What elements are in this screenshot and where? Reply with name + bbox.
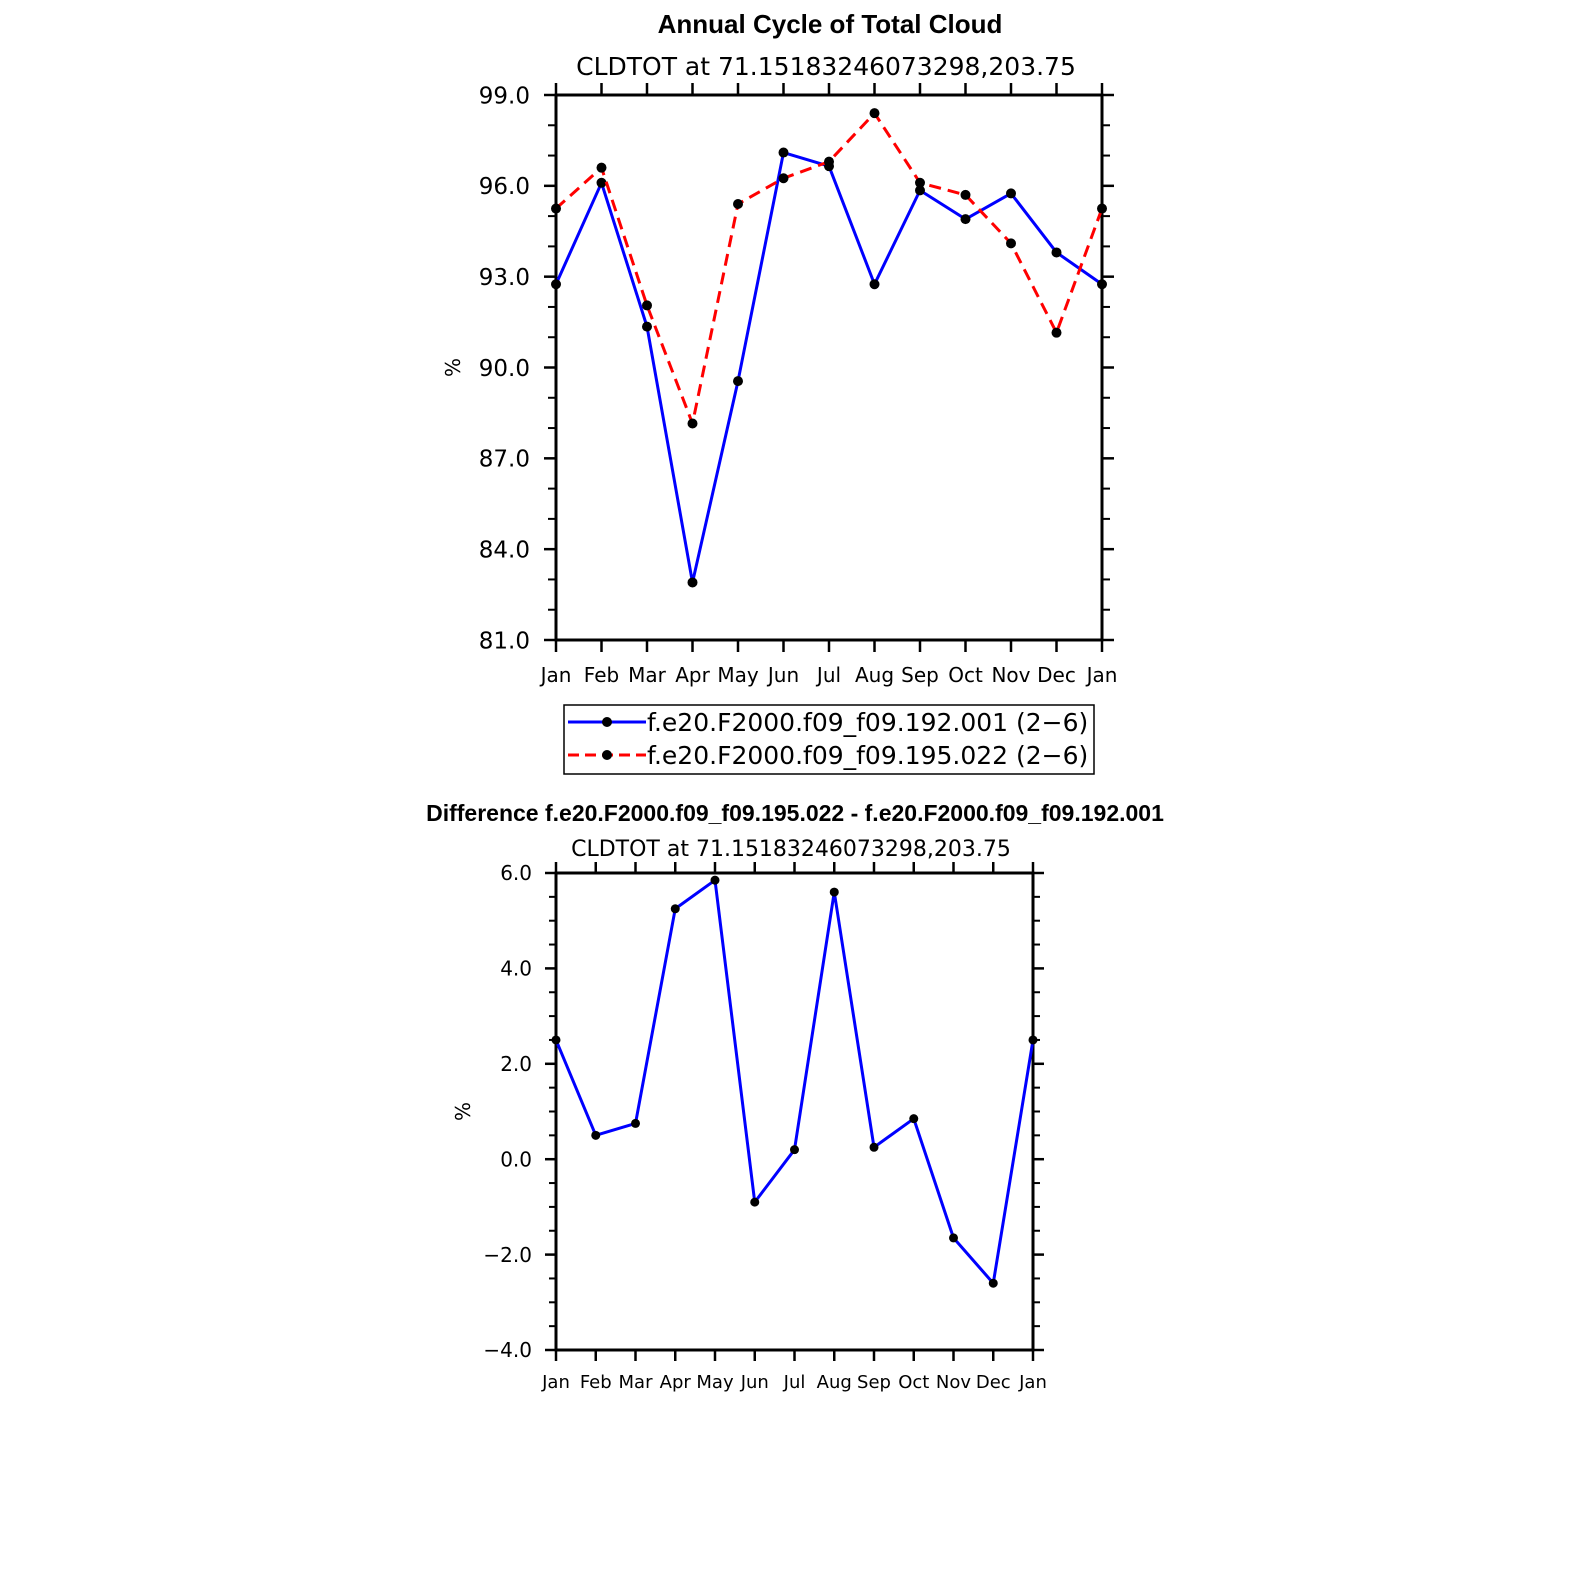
data-point bbox=[790, 1145, 799, 1155]
data-point bbox=[1097, 203, 1107, 214]
y-tick-label: 2.0 bbox=[500, 1052, 532, 1076]
data-point bbox=[687, 418, 698, 429]
data-point bbox=[670, 904, 680, 914]
x-tick-label: Nov bbox=[936, 1372, 971, 1393]
legend-marker-2 bbox=[602, 750, 612, 760]
y-tick-label: 90.0 bbox=[479, 356, 530, 382]
x-tick-label: Aug bbox=[855, 663, 894, 687]
chart1-plot: Jan Feb Mar Apr May Jun Jul Aug Sep Oct Nov Dec Jan 8… bbox=[441, 83, 1117, 687]
y-tick-label: 87.0 bbox=[479, 447, 530, 473]
x-tick-label: Jun bbox=[740, 1372, 769, 1393]
data-point bbox=[869, 108, 880, 119]
x-tick-label: Jan bbox=[1085, 663, 1118, 687]
x-tick-label: May bbox=[717, 663, 759, 687]
data-point bbox=[778, 147, 789, 158]
x-tick-label: Dec bbox=[976, 1372, 1011, 1393]
data-point bbox=[915, 185, 925, 196]
data-point bbox=[710, 875, 720, 885]
data-point bbox=[829, 887, 839, 897]
data-point bbox=[988, 1278, 998, 1288]
x-tick-label: Sep bbox=[857, 1372, 891, 1393]
y-tick-label: 84.0 bbox=[479, 537, 530, 563]
legend-marker-1 bbox=[602, 717, 612, 727]
data-point bbox=[1051, 327, 1062, 338]
legend-label-2: f.e20.F2000.f09_f09.195.022 (2−6) bbox=[647, 741, 1088, 770]
data-point bbox=[869, 1142, 879, 1152]
data-point bbox=[1006, 238, 1016, 249]
x-tick-label: Feb bbox=[580, 1372, 612, 1393]
data-point bbox=[915, 177, 925, 188]
plot-frame bbox=[554, 871, 1035, 1352]
x-tick-label: Jul bbox=[815, 663, 841, 687]
x-tick-label: Feb bbox=[584, 663, 619, 687]
x-tick-label: Nov bbox=[991, 663, 1030, 687]
y-tick-label: 6.0 bbox=[500, 861, 532, 885]
chart2-subtitle: CLDTOT at 71.15183246073298,203.75 bbox=[571, 837, 1011, 862]
chart1-subtitle: CLDTOT at 71.15183246073298,203.75 bbox=[576, 52, 1076, 81]
y-tick-label: −2.0 bbox=[483, 1243, 532, 1267]
data-point bbox=[631, 1118, 640, 1128]
x-tick-label: Dec bbox=[1037, 663, 1076, 687]
x-tick-label: May bbox=[696, 1372, 734, 1393]
chart2-title: Difference f.e20.F2000.f09_f09.195.022 -… bbox=[426, 800, 1164, 826]
data-point bbox=[642, 321, 652, 332]
x-tick-label: Mar bbox=[628, 663, 667, 687]
legend-box bbox=[563, 704, 1095, 775]
legend-label-1: f.e20.F2000.f09_f09.192.001 (2−6) bbox=[647, 708, 1088, 737]
series-line-1 bbox=[554, 878, 1035, 1285]
data-point bbox=[551, 1035, 561, 1045]
data-point bbox=[869, 279, 880, 290]
data-point bbox=[687, 577, 698, 588]
data-point bbox=[960, 189, 971, 200]
data-point bbox=[909, 1114, 919, 1124]
data-point bbox=[551, 203, 561, 214]
data-point bbox=[960, 214, 971, 225]
x-tick-label: Jan bbox=[1018, 1372, 1047, 1393]
y-axis-label: % bbox=[451, 1102, 475, 1121]
x-tick-label: Apr bbox=[660, 1372, 692, 1393]
y-tick-label: 0.0 bbox=[500, 1147, 532, 1171]
plot-frame bbox=[554, 93, 1104, 642]
x-tick-label: Jan bbox=[539, 663, 572, 687]
data-point bbox=[733, 376, 743, 387]
data-point bbox=[1051, 247, 1062, 258]
data-point bbox=[596, 177, 607, 188]
x-tick-label: Oct bbox=[898, 1372, 929, 1393]
x-tick-label: Mar bbox=[619, 1372, 654, 1393]
data-point bbox=[949, 1233, 958, 1243]
x-tick-label: Apr bbox=[675, 663, 710, 687]
data-point bbox=[1028, 1035, 1038, 1045]
series-line-1 bbox=[554, 151, 1103, 584]
y-axis-label: % bbox=[441, 358, 465, 377]
chart1-title: Annual Cycle of Total Cloud bbox=[658, 9, 1003, 39]
y-tick-label: 96.0 bbox=[479, 174, 530, 200]
x-tick-label: Jan bbox=[541, 1372, 570, 1393]
y-tick-label: 93.0 bbox=[479, 265, 530, 291]
data-point bbox=[1097, 279, 1107, 290]
data-point bbox=[824, 156, 834, 167]
x-tick-label: Aug bbox=[817, 1372, 852, 1393]
data-point bbox=[733, 199, 743, 209]
y-tick-label: 4.0 bbox=[500, 957, 532, 981]
x-tick-label: Oct bbox=[948, 663, 983, 687]
y-tick-label: −4.0 bbox=[483, 1338, 532, 1362]
data-point bbox=[551, 279, 561, 290]
data-point bbox=[596, 162, 607, 173]
data-point bbox=[778, 173, 789, 184]
data-point bbox=[591, 1130, 601, 1140]
y-tick-label: 81.0 bbox=[479, 628, 530, 654]
y-tick-label: 99.0 bbox=[479, 83, 530, 109]
x-tick-label: Sep bbox=[901, 663, 939, 687]
data-point bbox=[1006, 188, 1016, 199]
data-point bbox=[750, 1197, 760, 1207]
data-point bbox=[642, 300, 652, 311]
x-tick-label: Jun bbox=[766, 663, 799, 687]
x-tick-label: Jul bbox=[783, 1372, 806, 1393]
chart2-plot: Jan Feb Mar Apr May Jun Jul Aug Sep Oct Nov Dec Jan−… bbox=[451, 861, 1047, 1393]
chart1-legend: f.e20.F2000.f09_f09.192.001 (2−6) f.e20.F… bbox=[563, 704, 1095, 775]
